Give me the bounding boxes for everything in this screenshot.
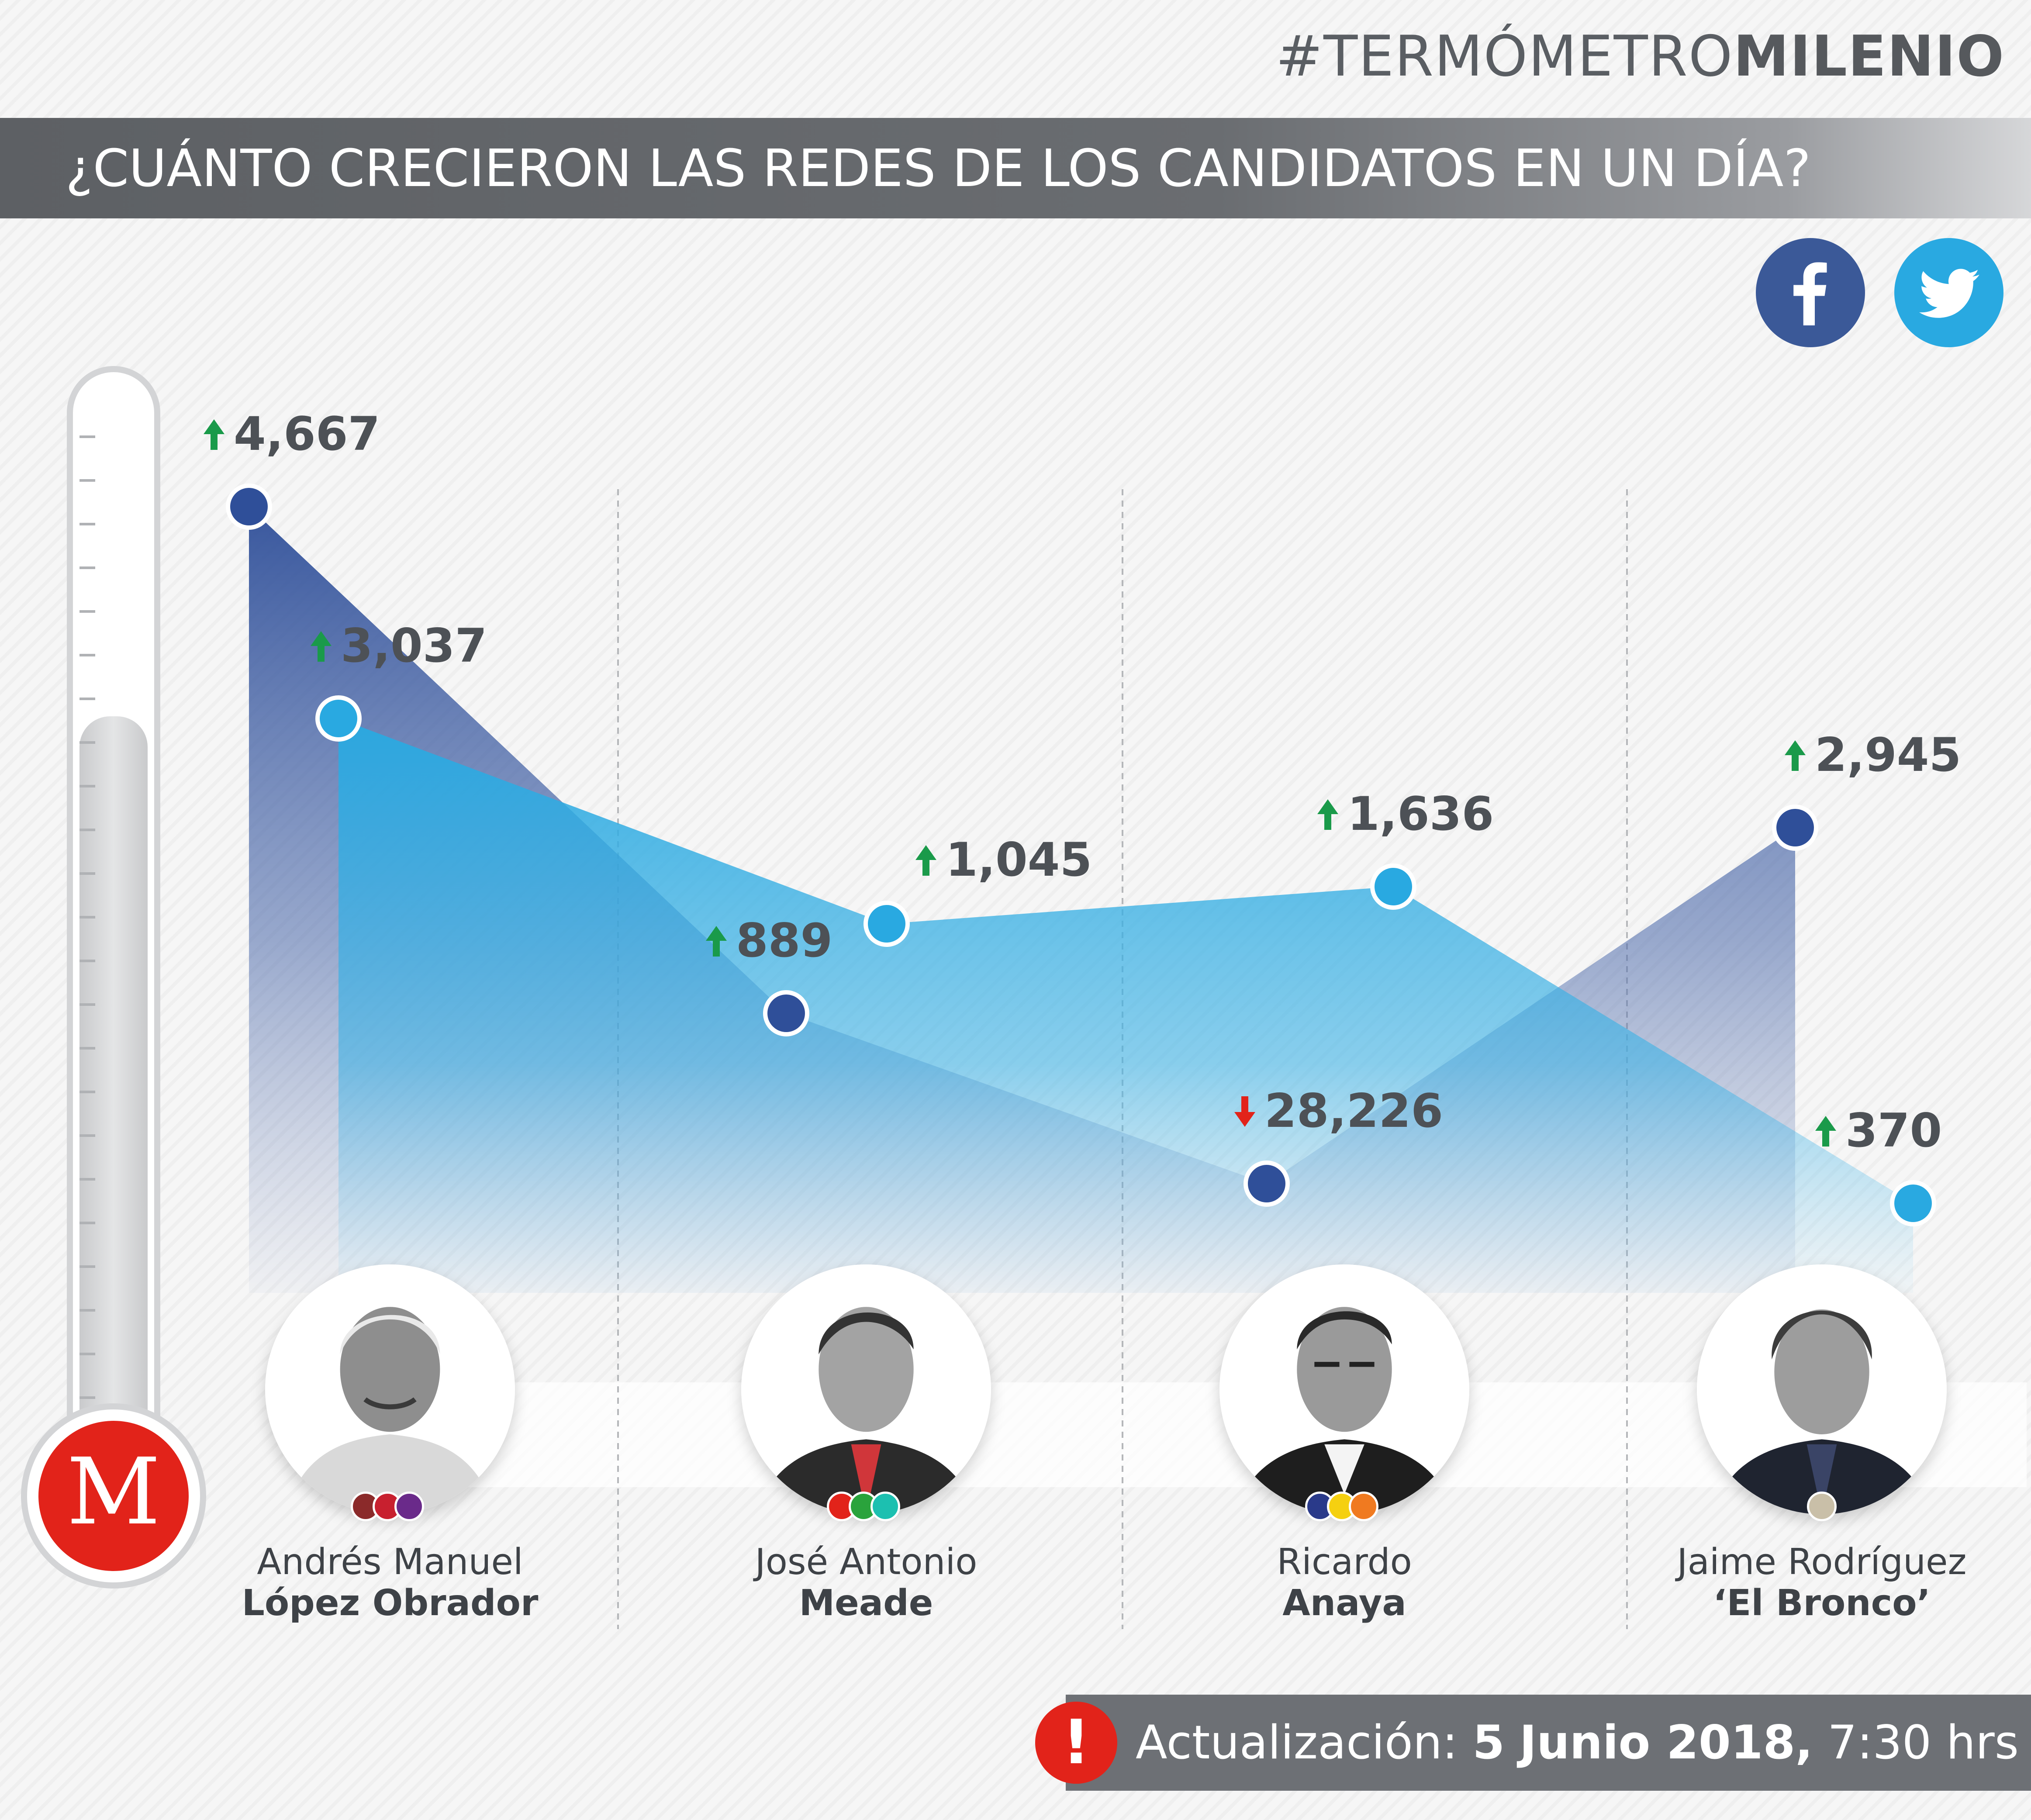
update-label: Actualización: xyxy=(1136,1716,1458,1769)
candidate-photo-anaya xyxy=(1219,1264,1469,1514)
twitter-value-label: 3,037 xyxy=(341,619,487,673)
headline-bar xyxy=(0,118,2031,218)
series-points xyxy=(226,483,1936,1226)
brand-bold: MILENIO xyxy=(1733,24,2005,89)
party-dot xyxy=(1807,1492,1837,1521)
headline: ¿CUÁNTO CRECIERON LAS REDES DE LOS CANDI… xyxy=(66,138,1811,198)
party-dots-el-bronco xyxy=(1807,1492,1837,1522)
milenio-logo xyxy=(33,1416,194,1576)
thermometer-level xyxy=(79,716,148,1498)
facebook-point xyxy=(763,990,809,1036)
candidate-first-name: Jaime Rodríguez xyxy=(1677,1541,1967,1583)
party-dots-anaya xyxy=(1305,1492,1378,1522)
candidate-last-name: Meade xyxy=(799,1582,933,1624)
facebook-value-label: 4,667 xyxy=(234,407,380,461)
series-areas xyxy=(249,507,1913,1293)
twitter-point xyxy=(315,695,362,742)
candidate-last-name: ‘El Bronco’ xyxy=(1713,1582,1931,1624)
twitter-point xyxy=(864,901,910,947)
facebook-point xyxy=(226,483,272,530)
candidate-photo-lopez-obrador xyxy=(265,1264,515,1514)
milenio-logo-letter: M xyxy=(66,1438,160,1545)
candidate-photo-meade xyxy=(741,1264,991,1514)
update-day: 5 xyxy=(1472,1716,1505,1769)
thermometer-ticks xyxy=(79,435,95,1399)
candidate-name-meade: José Antonio Meade xyxy=(670,1542,1063,1624)
update-bar xyxy=(1066,1695,2031,1791)
facebook-value-label: 2,945 xyxy=(1815,728,1961,782)
party-dot xyxy=(1349,1492,1378,1521)
twitter-point xyxy=(1890,1180,1936,1226)
alert-icon: ! xyxy=(1035,1702,1117,1784)
trend-up-icon xyxy=(1815,1116,1836,1147)
trend-up-icon xyxy=(311,631,332,662)
candidate-photo-el-bronco xyxy=(1697,1264,1947,1514)
facebook-point xyxy=(1243,1160,1290,1207)
update-date: Junio 2018, xyxy=(1519,1716,1813,1769)
candidate-name-lopez-obrador: Andrés Manuel López Obrador xyxy=(193,1542,587,1624)
twitter-point xyxy=(1370,863,1416,910)
facebook-value-label: 889 xyxy=(736,914,832,967)
candidate-first-name: José Antonio xyxy=(755,1541,978,1583)
twitter-icon xyxy=(1894,238,2003,347)
trend-up-icon xyxy=(1317,799,1338,830)
trend-down-icon xyxy=(1234,1096,1255,1127)
party-dots-lopez-obrador xyxy=(351,1492,424,1522)
party-dot xyxy=(394,1492,424,1521)
twitter-value-label: 1,045 xyxy=(946,833,1092,887)
facebook-point xyxy=(1772,805,1818,851)
candidate-last-name: López Obrador xyxy=(242,1582,539,1624)
brand-prefix: #TERMÓMETRO xyxy=(1275,24,1734,89)
brand-hashtag: #TERMÓMETROMILENIO xyxy=(1276,26,2005,87)
trend-up-icon xyxy=(204,419,225,450)
candidate-name-el-bronco: Jaime Rodríguez ‘El Bronco’ xyxy=(1625,1542,2018,1624)
update-time: 7:30 hrs xyxy=(1827,1716,2019,1769)
candidate-first-name: Ricardo xyxy=(1277,1541,1412,1583)
candidate-name-anaya: Ricardo Anaya xyxy=(1148,1542,1541,1624)
candidate-first-name: Andrés Manuel xyxy=(257,1541,523,1583)
candidate-last-name: Anaya xyxy=(1282,1582,1406,1624)
value-labels: 4,667 889 28,226 2,945 3,037 1,045 1,636 370 xyxy=(204,407,1961,1157)
twitter-value-label: 1,636 xyxy=(1347,787,1494,841)
trend-up-icon xyxy=(915,845,936,876)
twitter-value-label: 370 xyxy=(1845,1104,1942,1157)
update-text: Actualización: 5 Junio 2018, 7:30 hrs xyxy=(1136,1695,2019,1791)
facebook-value-label: 28,226 xyxy=(1264,1084,1443,1138)
twitter-area xyxy=(338,718,1913,1293)
trend-up-icon xyxy=(706,926,727,957)
facebook-icon xyxy=(1756,238,1865,347)
party-dot xyxy=(827,1492,857,1521)
party-dots-meade xyxy=(827,1492,900,1522)
party-dot xyxy=(870,1492,900,1521)
trend-up-icon xyxy=(1785,740,1806,771)
thermometer: M xyxy=(21,366,206,1589)
